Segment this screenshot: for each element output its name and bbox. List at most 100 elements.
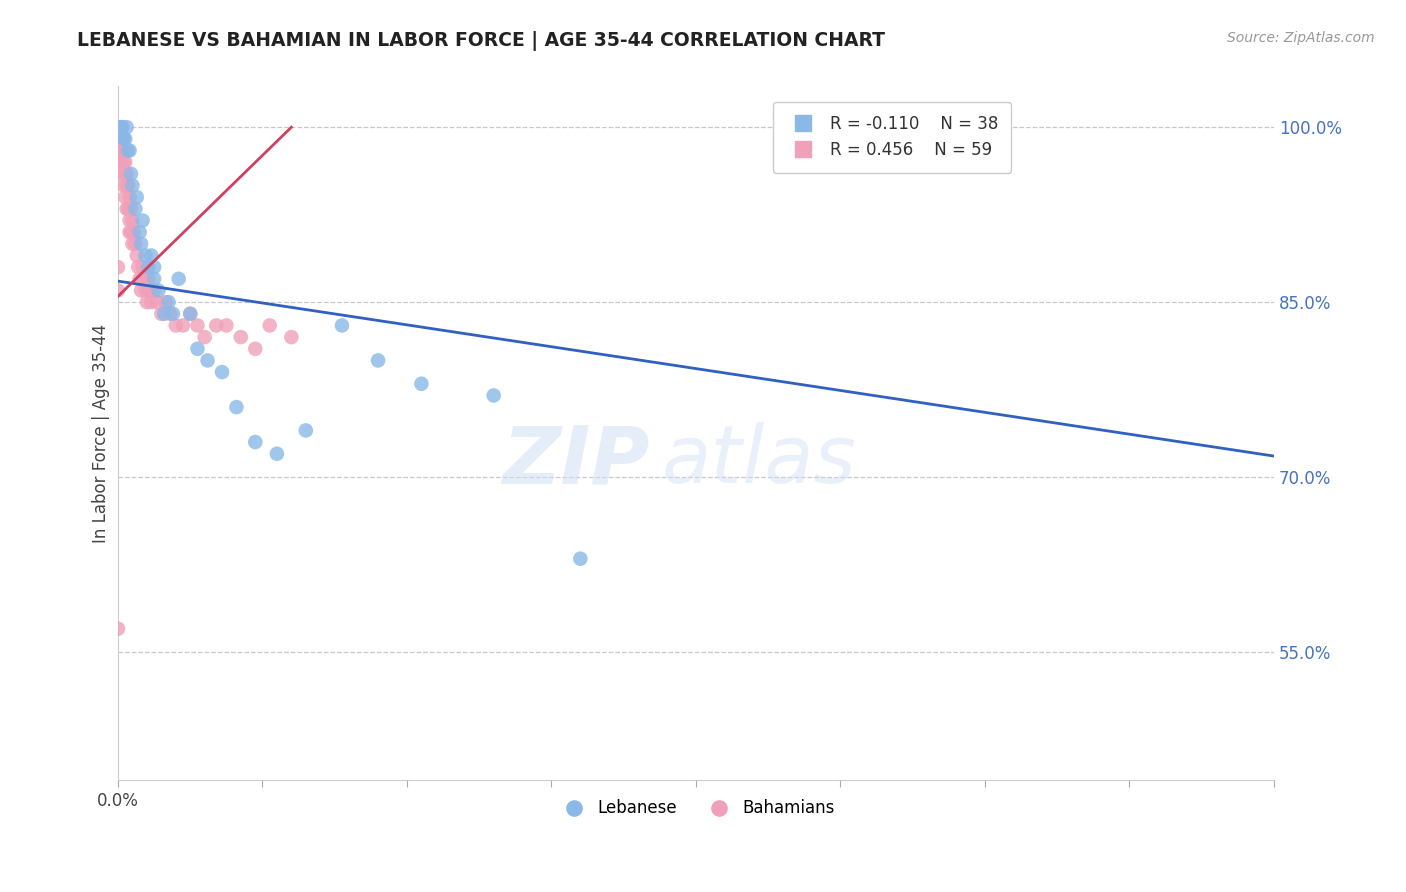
Point <box>117 144 139 158</box>
Point <box>162 307 184 321</box>
Point <box>138 260 160 274</box>
Point <box>245 435 267 450</box>
Point <box>120 167 142 181</box>
Point <box>122 225 145 239</box>
Point <box>111 120 134 135</box>
Text: LEBANESE VS BAHAMIAN IN LABOR FORCE | AGE 35-44 CORRELATION CHART: LEBANESE VS BAHAMIAN IN LABOR FORCE | AG… <box>77 31 886 51</box>
Point <box>159 307 181 321</box>
Point <box>121 178 143 193</box>
Point <box>141 248 163 262</box>
Point <box>124 202 146 216</box>
Point <box>134 284 156 298</box>
Point <box>411 376 433 391</box>
Point <box>138 272 160 286</box>
Point <box>128 272 150 286</box>
Point <box>108 132 131 146</box>
Point <box>330 318 353 333</box>
Point <box>117 178 139 193</box>
Point <box>117 202 139 216</box>
Point <box>108 144 131 158</box>
Y-axis label: In Labor Force | Age 35-44: In Labor Force | Age 35-44 <box>93 324 110 543</box>
Point <box>120 202 142 216</box>
Point <box>118 144 141 158</box>
Point <box>482 388 505 402</box>
Point <box>280 330 302 344</box>
Point <box>225 400 247 414</box>
Point <box>157 295 180 310</box>
Point <box>153 307 176 321</box>
Point <box>186 342 208 356</box>
Point <box>125 248 148 262</box>
Point <box>167 272 190 286</box>
Point <box>197 353 219 368</box>
Text: Source: ZipAtlas.com: Source: ZipAtlas.com <box>1227 31 1375 45</box>
Point <box>215 318 238 333</box>
Point <box>124 236 146 251</box>
Point <box>115 120 138 135</box>
Point <box>139 284 162 298</box>
Point <box>114 190 136 204</box>
Point <box>111 167 134 181</box>
Point <box>211 365 233 379</box>
Point <box>148 284 170 298</box>
Point <box>114 167 136 181</box>
Point <box>259 318 281 333</box>
Point <box>134 248 156 262</box>
Point <box>155 295 177 310</box>
Point <box>114 155 136 169</box>
Point <box>110 120 132 135</box>
Point <box>129 236 152 251</box>
Point <box>194 330 217 344</box>
Point <box>115 202 138 216</box>
Point <box>108 120 131 135</box>
Point <box>245 342 267 356</box>
Point <box>118 190 141 204</box>
Point <box>111 144 134 158</box>
Point <box>127 260 149 274</box>
Point <box>132 272 155 286</box>
Point <box>118 225 141 239</box>
Point <box>112 155 135 169</box>
Point <box>121 236 143 251</box>
Point <box>143 284 166 298</box>
Point <box>295 424 318 438</box>
Point <box>205 318 228 333</box>
Point <box>143 260 166 274</box>
Point <box>146 295 169 310</box>
Point <box>974 120 997 135</box>
Text: ZIP: ZIP <box>502 422 650 500</box>
Point <box>115 178 138 193</box>
Point <box>118 213 141 227</box>
Point <box>110 120 132 135</box>
Point <box>141 295 163 310</box>
Point <box>165 318 187 333</box>
Point <box>120 225 142 239</box>
Point <box>143 272 166 286</box>
Point <box>115 167 138 181</box>
Point <box>229 330 252 344</box>
Point <box>128 225 150 239</box>
Point <box>131 260 153 274</box>
Point <box>107 622 129 636</box>
Point <box>125 190 148 204</box>
Point <box>129 284 152 298</box>
Point <box>114 132 136 146</box>
Point <box>107 284 129 298</box>
Point <box>112 144 135 158</box>
Point <box>186 318 208 333</box>
Point <box>569 551 592 566</box>
Point <box>131 213 153 227</box>
Point <box>107 260 129 274</box>
Point <box>112 178 135 193</box>
Legend: Lebanese, Bahamians: Lebanese, Bahamians <box>551 793 841 824</box>
Point <box>150 307 173 321</box>
Point <box>111 132 134 146</box>
Text: atlas: atlas <box>661 422 856 500</box>
Point <box>367 353 389 368</box>
Point <box>172 318 194 333</box>
Point <box>112 132 135 146</box>
Point <box>110 132 132 146</box>
Point <box>121 213 143 227</box>
Point <box>179 307 201 321</box>
Point <box>179 307 201 321</box>
